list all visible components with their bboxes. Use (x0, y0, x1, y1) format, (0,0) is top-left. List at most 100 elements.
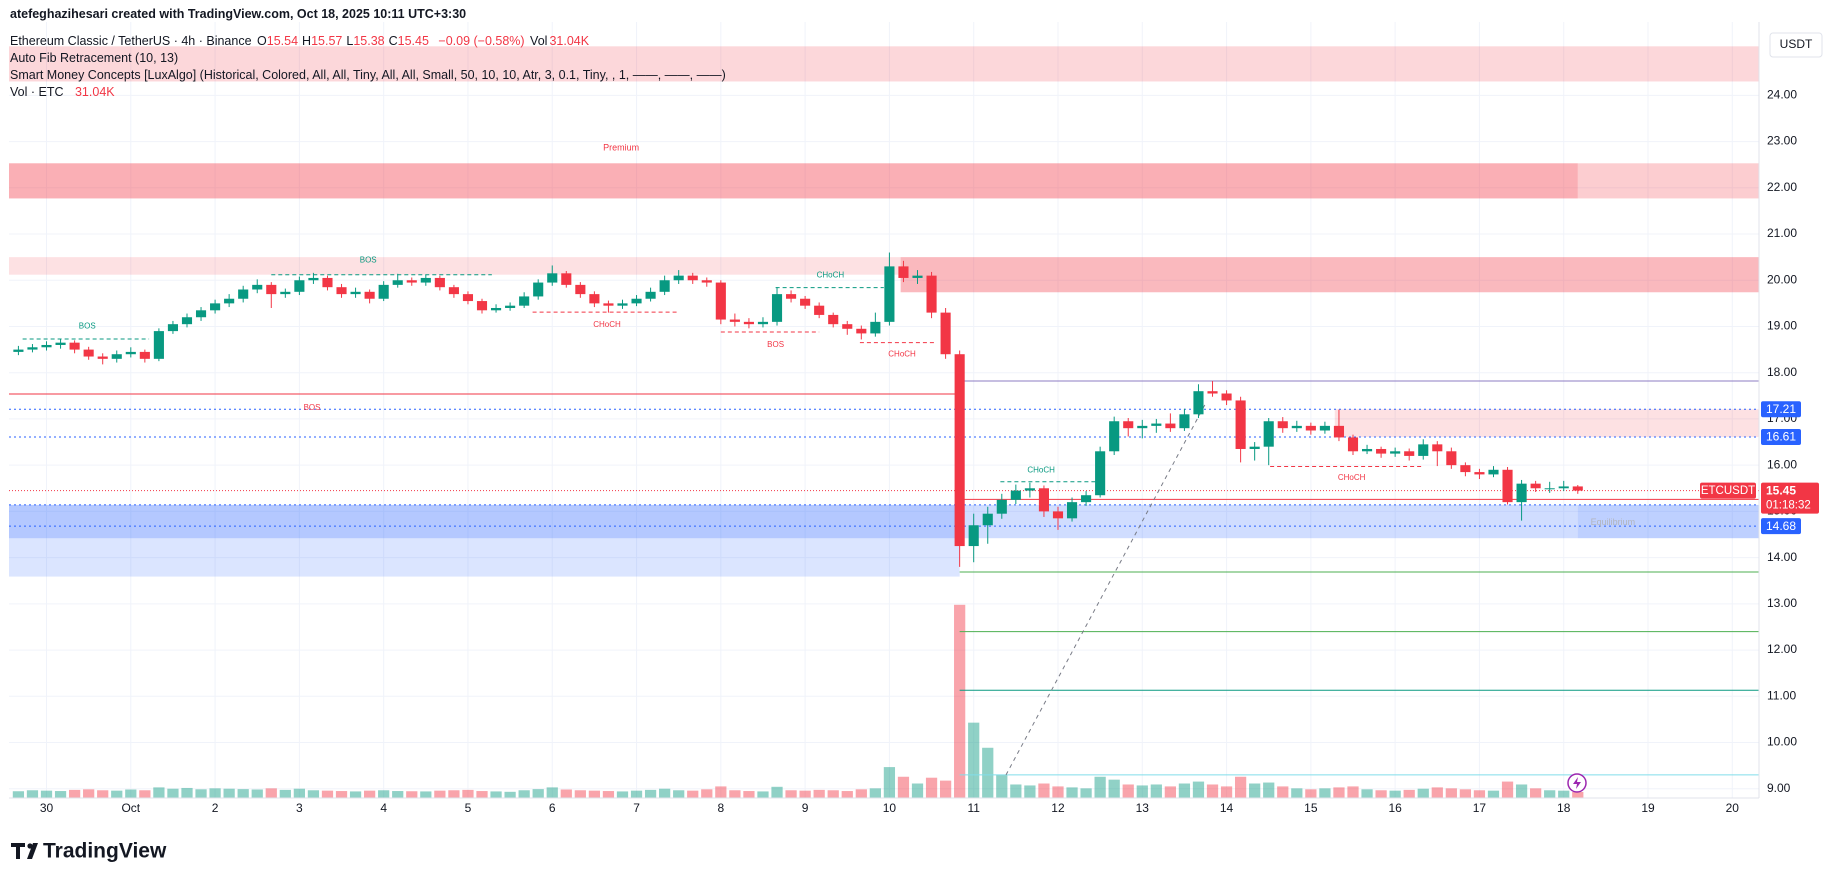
annotation: Premium (603, 142, 639, 152)
volume-bar (97, 790, 109, 798)
candle-body (743, 321, 754, 325)
candle-body (687, 275, 698, 281)
volume-bar (1206, 784, 1219, 798)
x-tick-label: 12 (1051, 801, 1065, 815)
volume-bar (406, 791, 418, 798)
volume-bar (321, 790, 334, 798)
candle-body (195, 310, 207, 318)
zone (1577, 163, 1759, 199)
candle-body (1193, 391, 1204, 415)
axes: 9.0010.0011.0012.0013.0014.0015.0016.001… (40, 88, 1819, 815)
candle-body (448, 287, 459, 295)
currency-button[interactable] (1769, 32, 1823, 58)
indicator-legend: Auto Fib Retracement (10, 13) (10, 51, 179, 65)
zones (9, 46, 1759, 577)
candle-body (1319, 425, 1330, 431)
candle-body (603, 303, 614, 306)
candle-body (575, 284, 586, 295)
last-price-label: 15.45 (1766, 483, 1796, 497)
candle-body (97, 356, 108, 359)
candle-body (1333, 425, 1345, 438)
annotation: Equilibrium (1591, 517, 1636, 527)
volume-bar (1501, 781, 1514, 798)
candle-body (55, 342, 66, 345)
candle-body (631, 298, 642, 304)
annotation: CHoCH (593, 320, 621, 329)
candle-body (1221, 393, 1232, 401)
logo-mark (27, 843, 33, 849)
candle-body (1263, 421, 1274, 447)
candle-body (673, 275, 684, 281)
candle-body (1235, 400, 1246, 449)
volume-pane (12, 604, 1584, 798)
candle-body (1291, 425, 1302, 429)
volume-bar (771, 786, 783, 798)
volume-bar (68, 789, 81, 798)
volume-bar (1417, 788, 1429, 798)
volume-bar (855, 789, 867, 798)
x-tick-label: 18 (1557, 801, 1571, 815)
volume-bar (659, 788, 671, 798)
volume-bar (841, 791, 853, 798)
candle-body (842, 324, 853, 329)
currency: USDT (1780, 37, 1813, 51)
volume-bar (785, 790, 797, 798)
candle-body (1390, 451, 1401, 454)
volume-bar (1094, 776, 1106, 798)
candle-body (1460, 465, 1471, 473)
candle-body (1347, 437, 1359, 452)
volume-bar (1291, 788, 1303, 798)
indicator-legend: Smart Money Concepts [LuxAlgo] (Historic… (10, 68, 726, 82)
candle-body (870, 321, 881, 334)
candle-body (1376, 448, 1387, 454)
candle-body (1137, 425, 1148, 429)
candle-body (1432, 444, 1443, 452)
volume-bar (279, 789, 291, 798)
y-tick-label: 19.00 (1767, 319, 1797, 333)
candle-body (884, 266, 895, 322)
volume-bar (1389, 790, 1401, 798)
candle-body (814, 305, 825, 315)
x-tick-label: 20 (1726, 801, 1740, 815)
volume-bar (54, 791, 67, 798)
author-line: atefeghazihesari created with TradingVie… (10, 7, 467, 21)
price-tag-label: 16.61 (1766, 430, 1796, 444)
volume-bar (1108, 779, 1120, 798)
volume-bar (335, 791, 348, 798)
zone (9, 257, 901, 275)
volume-bar (293, 788, 305, 798)
x-tick-label: 7 (633, 801, 640, 815)
volume-bar (83, 789, 95, 798)
candle-body (1305, 425, 1316, 431)
candle-body (1109, 421, 1120, 452)
volume-bar (1122, 784, 1134, 798)
volume-bar (574, 790, 586, 798)
price-tag (1761, 428, 1801, 445)
candle-body (125, 351, 136, 355)
volume-bar (504, 791, 516, 798)
candle-body (420, 277, 431, 283)
volume-bar (349, 791, 362, 798)
volume-bar (181, 787, 193, 798)
candle-body (561, 273, 572, 285)
volume-bar (897, 776, 910, 798)
zone (900, 257, 1759, 293)
candle-body (771, 294, 783, 322)
candle-body (13, 349, 24, 352)
volume-bar (1333, 787, 1345, 798)
y-tick-label: 13.00 (1767, 596, 1797, 610)
candle-body (786, 294, 797, 299)
volume-bar (1066, 787, 1078, 798)
volume-bar (715, 786, 727, 798)
change: −0.09 (−0.58%) (438, 34, 525, 48)
volume-bar (968, 722, 980, 798)
x-tick-label: 5 (465, 801, 472, 815)
y-tick-label: 18.00 (1767, 365, 1797, 379)
x-tick-label: 15 (1304, 801, 1318, 815)
zone (9, 163, 1578, 199)
quote-value: 15.45 (397, 34, 429, 48)
candle-body (224, 298, 235, 304)
quote-value: 15.38 (353, 34, 385, 48)
zone (1334, 409, 1759, 437)
candle-body (1066, 502, 1078, 519)
